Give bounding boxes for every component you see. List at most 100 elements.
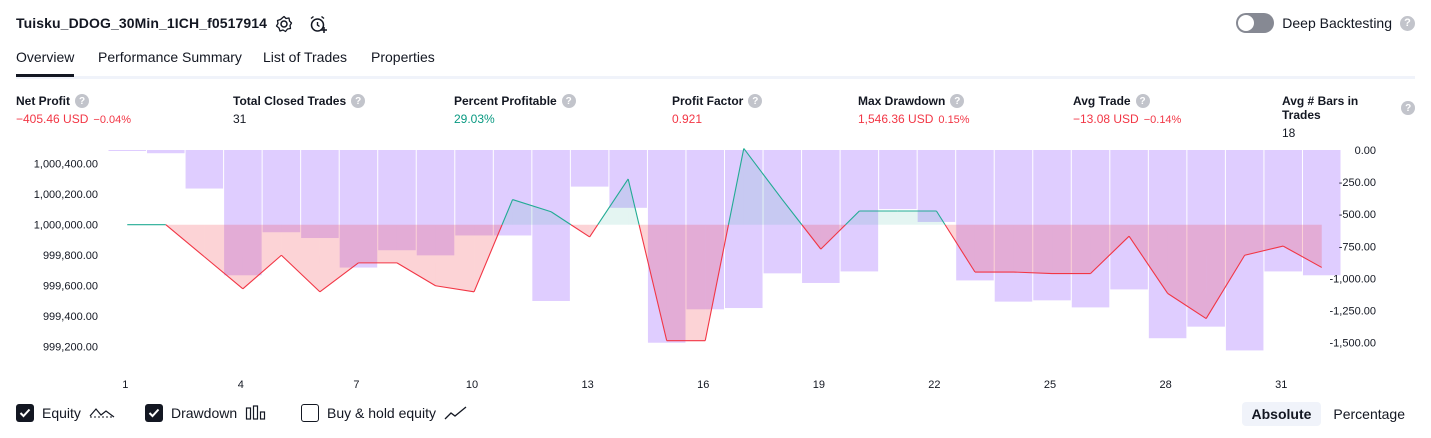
y2-axis-tick-label: -1,250.00: [1330, 306, 1376, 318]
drawdown-bar: [1110, 150, 1148, 290]
y-axis-tick-label: 1,000,400.00: [34, 159, 98, 171]
equity-loss-area: [396, 224, 436, 286]
metric-percent: 0.15%: [938, 114, 970, 126]
metric-value: −13.08 USD: [1073, 112, 1139, 126]
equity-line-profit: [501, 199, 514, 225]
equity-line-profit: [935, 210, 946, 226]
drawdown-bar: [493, 150, 532, 236]
alarm-clock-plus-icon[interactable]: [308, 14, 328, 34]
equity-loss-area: [666, 224, 706, 341]
drawdown-bar: [1148, 150, 1187, 339]
report-header: Tuisku_DDOG_30Min_1ICH_f0517914 Deep Bac…: [16, 12, 1415, 38]
x-axis-tick-label: 25: [1044, 379, 1056, 391]
equity-loss-area: [1244, 224, 1284, 256]
equity-line-profit: [743, 148, 783, 200]
equity-line-loss: [165, 224, 205, 258]
drawdown-bar: [725, 150, 763, 309]
equity-line-loss: [1167, 292, 1207, 319]
deep-backtesting-control: Deep Backtesting ?: [1236, 13, 1415, 33]
metric-value: 18: [1282, 126, 1296, 140]
y2-axis-tick-label: -500.00: [1339, 209, 1376, 221]
checkbox-unchecked-icon[interactable]: [301, 404, 319, 422]
metric-label: Net Profit: [16, 94, 70, 108]
tab-properties[interactable]: Properties: [371, 49, 435, 65]
metric-value: −405.46 USD: [16, 112, 89, 126]
drawdown-bar: [994, 150, 1033, 302]
x-axis-tick-label: 10: [466, 379, 478, 391]
y2-axis-tick-label: -250.00: [1339, 177, 1376, 189]
equity-loss-area: [1129, 224, 1168, 294]
x-axis-tick-label: 28: [1159, 379, 1171, 391]
equity-line-loss: [570, 224, 590, 238]
drawdown-bar: [378, 150, 416, 251]
deep-backtesting-label: Deep Backtesting: [1282, 15, 1392, 31]
chart-footer: Equity Drawdown Buy & hold equity Absolu…: [16, 402, 1415, 428]
equity-profit-area: [897, 211, 937, 225]
equity-line-loss: [589, 224, 599, 238]
metric-net-profit: Net Profit? −405.46 USD −0.04%: [16, 94, 131, 126]
equity-loss-area: [281, 224, 320, 292]
equity-line-loss: [1090, 235, 1130, 274]
help-icon[interactable]: ?: [950, 94, 965, 108]
legend-buy-hold-equity[interactable]: Buy & hold equity: [301, 404, 468, 422]
metric-label: Avg # Bars in Trades: [1282, 94, 1359, 122]
equity-line-profit: [727, 148, 745, 225]
equity-loss-area: [319, 224, 359, 292]
equity-line-loss: [242, 254, 282, 290]
drawdown-bar: [1071, 150, 1110, 308]
equity-loss-area: [358, 224, 397, 263]
y2-axis-tick-label: -750.00: [1339, 241, 1376, 253]
y-axis-tick-label: 1,000,200.00: [34, 189, 98, 201]
equity-line-profit: [512, 199, 552, 213]
drawdown-bar: [917, 150, 956, 222]
drawdown-bar: [1225, 150, 1264, 351]
absolute-button[interactable]: Absolute: [1241, 402, 1322, 426]
legend-equity[interactable]: Equity: [16, 404, 115, 422]
help-icon[interactable]: ?: [1401, 101, 1415, 115]
help-icon[interactable]: ?: [1135, 94, 1150, 108]
tab-overview[interactable]: Overview: [16, 49, 75, 77]
metric-label: Percent Profitable: [454, 94, 557, 108]
equity-line-loss: [281, 254, 321, 293]
drawdown-bar: [108, 150, 147, 151]
metric-avg-bars-in-trades: Avg # Bars in Trades? 18: [1282, 94, 1415, 140]
equity-line-loss: [1128, 235, 1169, 294]
x-axis-tick-label: 31: [1275, 379, 1287, 391]
drawdown-bar: [1264, 150, 1302, 272]
legend-label: Equity: [42, 405, 81, 421]
percentage-button[interactable]: Percentage: [1333, 406, 1405, 422]
metric-value: 29.03%: [454, 112, 495, 126]
help-icon[interactable]: ?: [351, 94, 366, 108]
equity-line-loss: [638, 224, 668, 341]
tab-list-of-trades[interactable]: List of Trades: [263, 49, 348, 65]
equity-drawdown-chart: 1,000,400.00 1,000,200.00 1,000,000.00 999,…: [34, 145, 1376, 391]
equity-line-profit: [597, 178, 629, 226]
equity-line-loss: [203, 256, 244, 290]
equity-line-loss: [820, 224, 846, 250]
help-icon[interactable]: ?: [561, 94, 576, 108]
legend-drawdown[interactable]: Drawdown: [145, 404, 267, 422]
checkbox-checked-icon[interactable]: [145, 404, 163, 422]
help-icon[interactable]: ?: [748, 94, 763, 108]
equity-line-loss: [1282, 245, 1323, 268]
gear-icon[interactable]: [274, 14, 294, 34]
metric-label: Total Closed Trades: [233, 94, 347, 108]
drawdown-bar: [686, 150, 724, 310]
equity-line-loss: [1244, 245, 1284, 256]
y2-axis-tick-label: 0.00: [1355, 145, 1376, 157]
y2-axis-tick-label: -1,000.00: [1330, 273, 1376, 285]
equity-line-profit: [845, 210, 860, 226]
buy-hold-line-icon: [444, 406, 467, 420]
tab-performance-summary[interactable]: Performance Summary: [98, 49, 242, 65]
help-icon[interactable]: ?: [75, 94, 89, 108]
checkbox-checked-icon[interactable]: [16, 404, 34, 422]
metric-profit-factor: Profit Factor? 0.921: [672, 94, 763, 126]
drawdown-bar: [802, 150, 840, 283]
deep-backtesting-toggle[interactable]: [1236, 13, 1275, 33]
equity-line-loss: [801, 224, 822, 250]
x-axis-tick-label: 22: [928, 379, 940, 391]
y-axis-tick-label: 999,200.00: [43, 342, 98, 354]
help-icon[interactable]: ?: [1400, 15, 1415, 31]
equity-line-icon: [89, 408, 115, 418]
drawdown-bar: [455, 150, 493, 236]
